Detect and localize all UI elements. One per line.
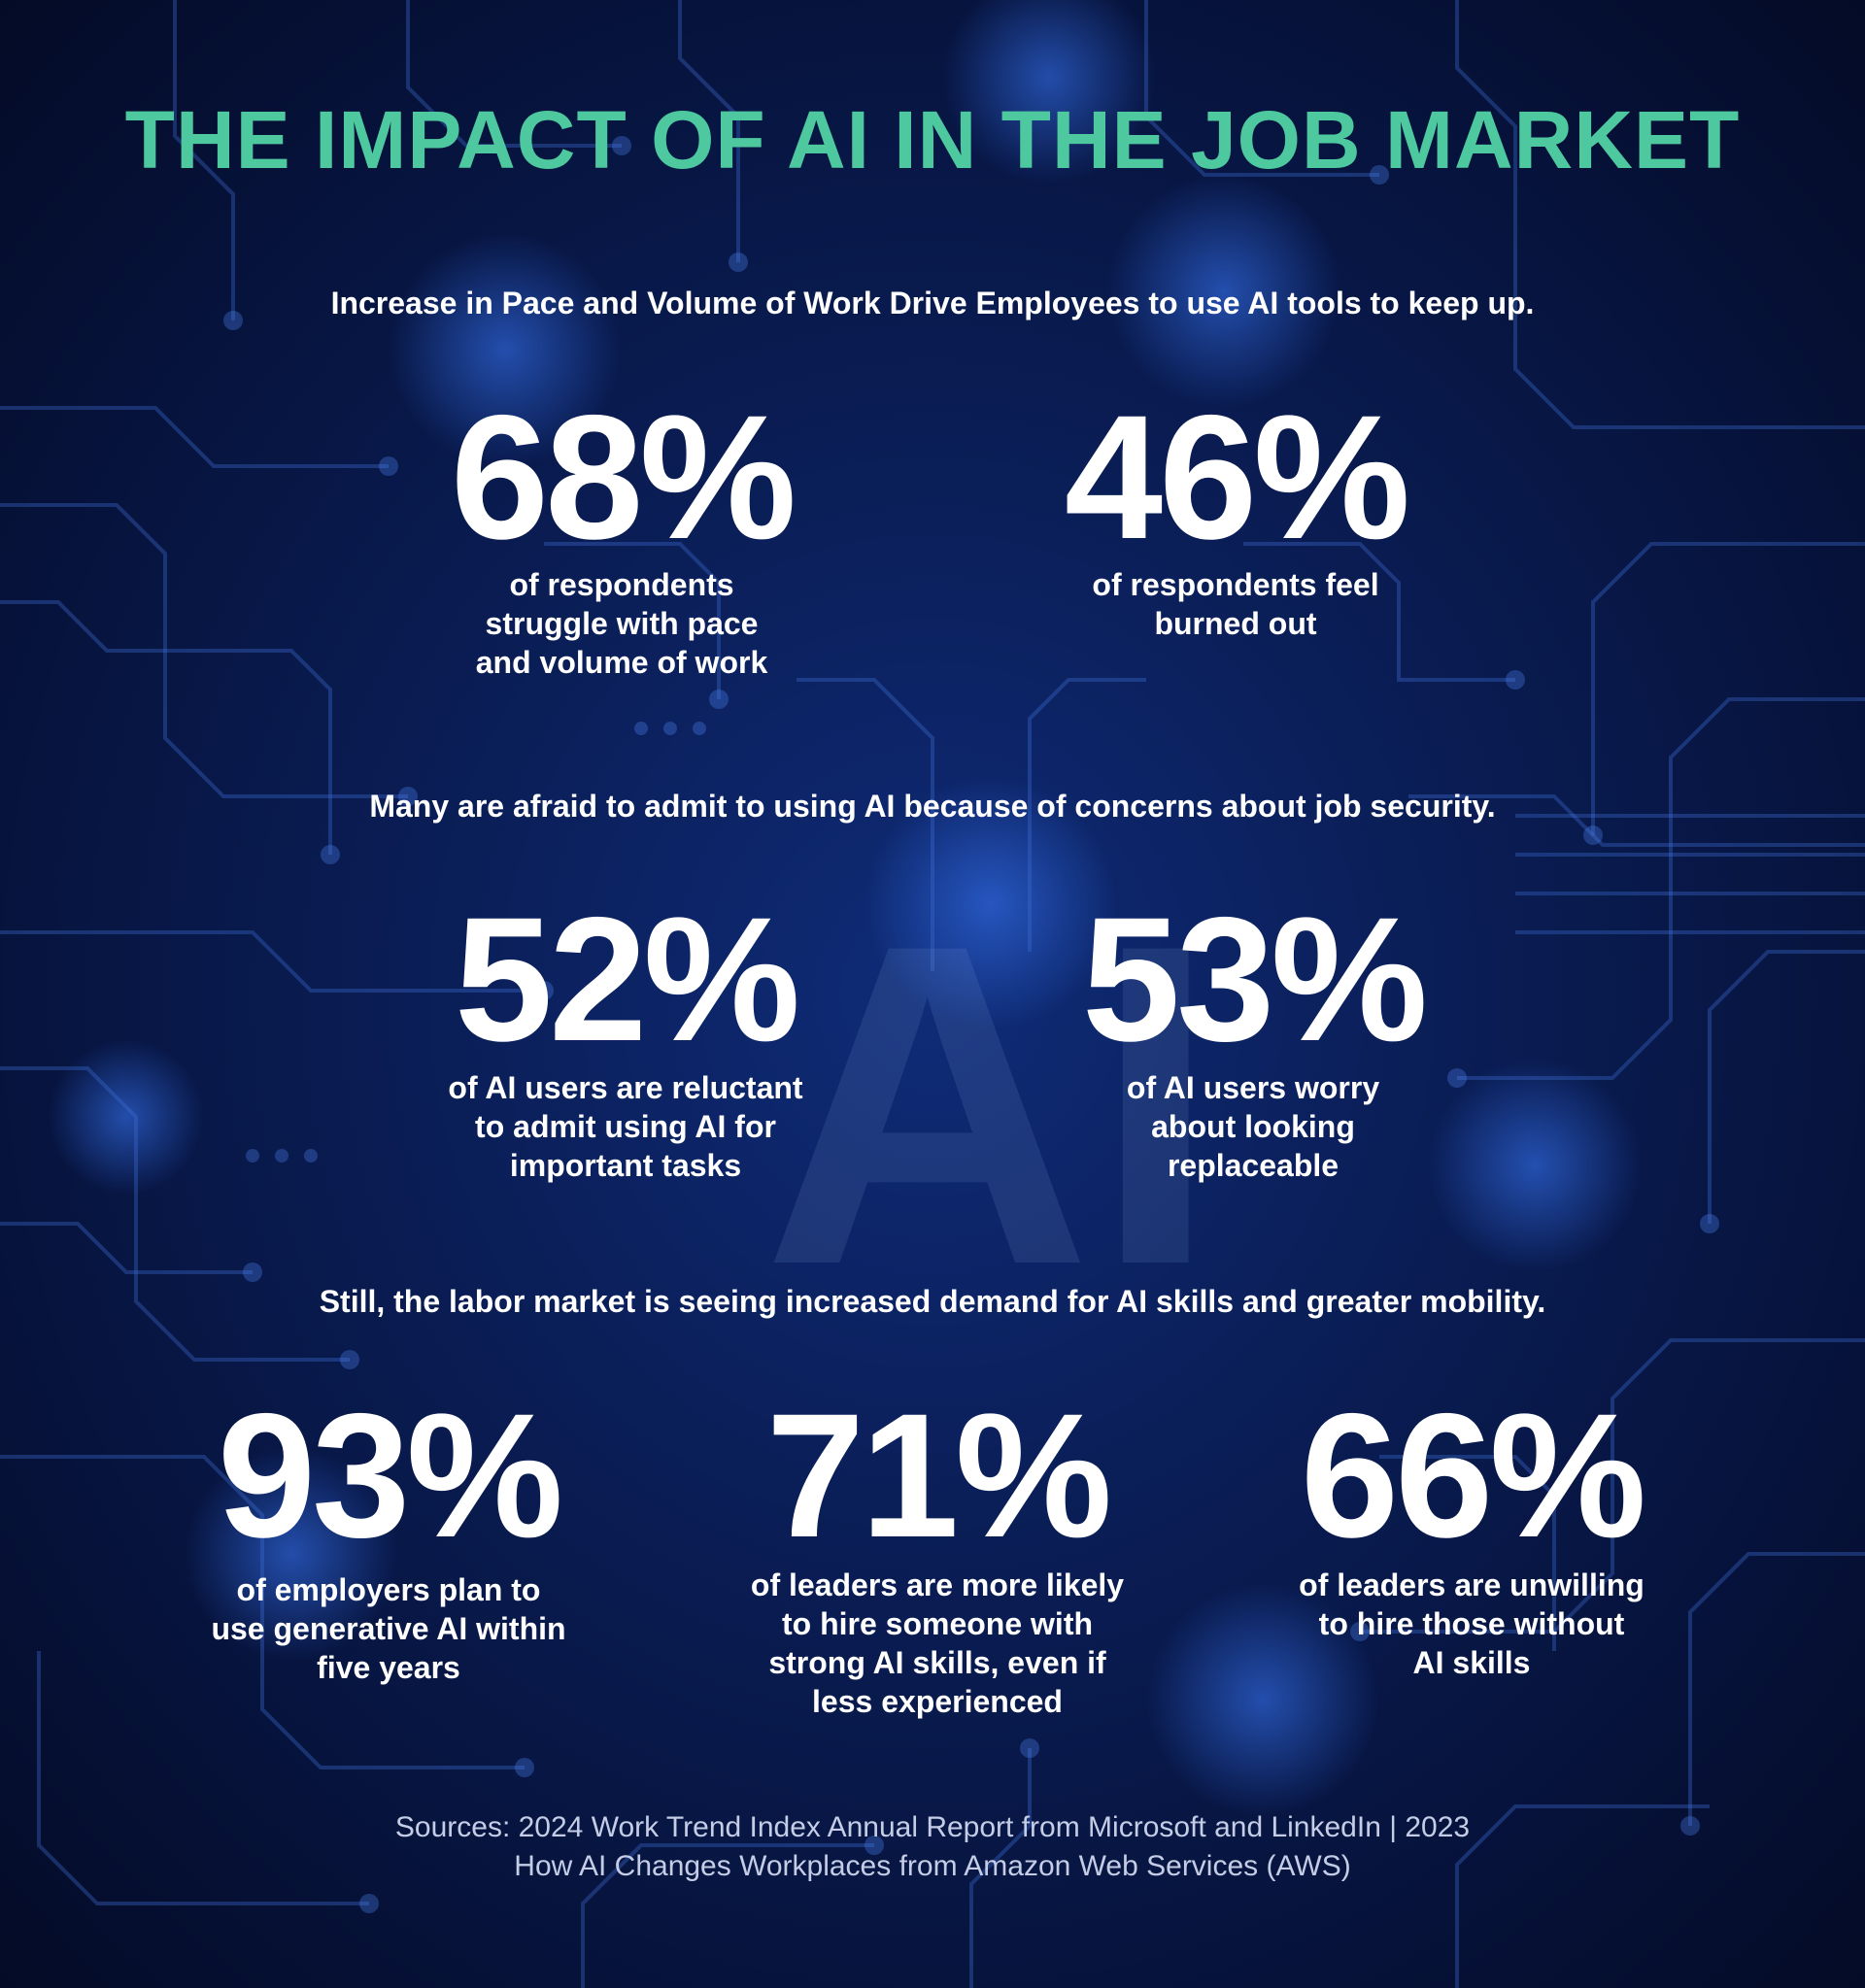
stat-description-line: five years xyxy=(317,1650,460,1685)
stat-description-line: of AI users worry xyxy=(1126,1070,1380,1105)
stat-description-line: of respondents feel xyxy=(1092,567,1379,602)
section-heading-labor-market: Still, the labor market is seeing increa… xyxy=(319,1284,1546,1319)
stat-description-line: of AI users are reluctant xyxy=(448,1070,803,1105)
sources-line: Sources: 2024 Work Trend Index Annual Re… xyxy=(394,1811,1471,1843)
stat-description-line: struggle with pace xyxy=(485,606,759,641)
stat-description-line: of leaders are more likely xyxy=(750,1567,1125,1602)
stat-description-line: use generative AI within xyxy=(211,1611,566,1646)
stat-description-line: important tasks xyxy=(509,1148,742,1183)
ai-watermark: AI xyxy=(763,850,1219,1360)
stat-value-52: 52% xyxy=(454,880,800,1078)
section-heading-job-security: Many are afraid to admit to using AI bec… xyxy=(369,789,1496,824)
stat-description-line: to admit using AI for xyxy=(475,1109,776,1144)
sources-line: How AI Changes Workplaces from Amazon We… xyxy=(514,1850,1351,1882)
stat-value-46: 46% xyxy=(1064,378,1410,576)
glow-spots xyxy=(49,0,1642,1816)
stat-description-52: of AI users are reluctant to admit using… xyxy=(373,1068,878,1185)
stat-description-53: of AI users worry about looking replacea… xyxy=(1020,1068,1486,1185)
stat-description-line: of leaders are unwilling xyxy=(1299,1567,1645,1602)
stat-description-line: AI skills xyxy=(1412,1645,1531,1680)
stat-description-line: and volume of work xyxy=(475,645,768,680)
section-heading-pace: Increase in Pace and Volume of Work Driv… xyxy=(330,286,1535,320)
stat-value-68: 68% xyxy=(450,378,797,576)
stat-description-line: less experienced xyxy=(812,1684,1063,1719)
stat-description-93: of employers plan to use generative AI w… xyxy=(146,1570,631,1687)
stat-value-93: 93% xyxy=(217,1376,563,1574)
stat-description-line: to hire someone with xyxy=(781,1606,1094,1641)
circuit-pads xyxy=(223,136,1719,1913)
stat-description-46: of respondents feel burned out xyxy=(1002,565,1469,643)
sources-footnote: Sources: 2024 Work Trend Index Annual Re… xyxy=(0,1808,1865,1886)
stat-value-71: 71% xyxy=(765,1376,1112,1574)
stat-description-line: replaceable xyxy=(1167,1148,1339,1183)
stat-description-line: about looking xyxy=(1151,1109,1355,1144)
stat-description-line: to hire those without xyxy=(1318,1606,1625,1641)
stat-description-line: strong AI skills, even if xyxy=(768,1645,1106,1680)
stat-description-line: of respondents xyxy=(509,567,734,602)
stat-value-53: 53% xyxy=(1081,880,1428,1078)
page-title: THE IMPACT OF AI IN THE JOB MARKET xyxy=(124,94,1741,185)
stat-description-66: of leaders are unwilling to hire those w… xyxy=(1219,1566,1724,1682)
stat-description-line: burned out xyxy=(1154,606,1317,641)
stat-description-68: of respondents struggle with pace and vo… xyxy=(389,565,855,682)
stat-description-71: of leaders are more likely to hire someo… xyxy=(685,1566,1190,1721)
stat-description-line: of employers plan to xyxy=(236,1572,541,1607)
stat-value-66: 66% xyxy=(1300,1376,1646,1574)
